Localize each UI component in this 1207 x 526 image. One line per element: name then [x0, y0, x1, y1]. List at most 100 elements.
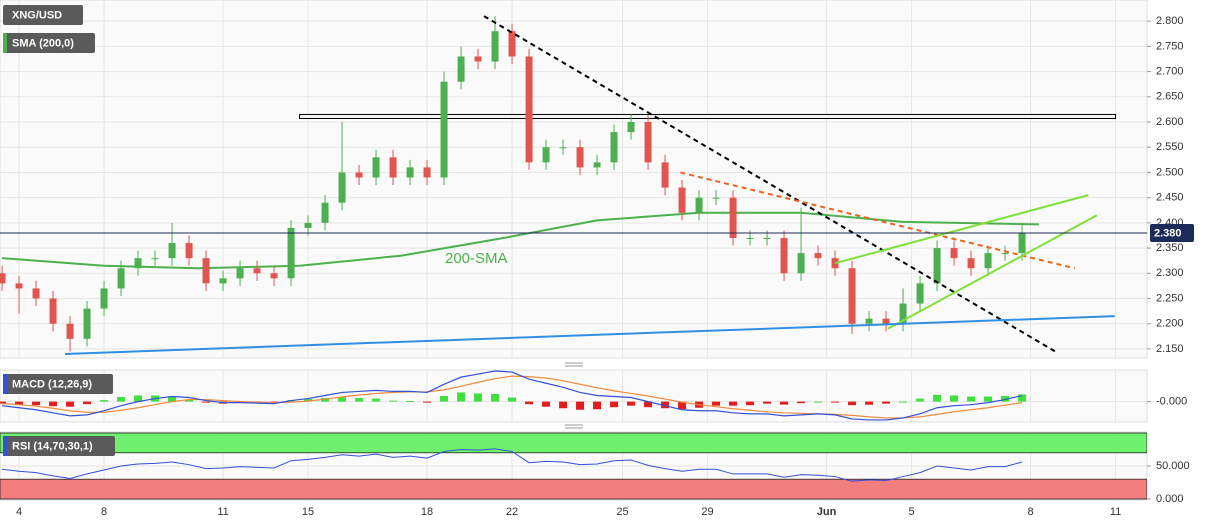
histogram-bar — [661, 401, 670, 409]
candle-body — [916, 283, 924, 304]
candle-body — [933, 248, 941, 284]
candle-body — [83, 308, 91, 339]
candle-body — [542, 147, 550, 163]
histogram-bar — [49, 401, 58, 407]
candle-body — [780, 237, 788, 274]
y-tick-label: 2.800 — [1156, 15, 1184, 27]
histogram-bar — [984, 396, 993, 402]
divider-grip[interactable] — [565, 362, 583, 429]
candle-body — [848, 268, 856, 324]
candle-body — [389, 157, 397, 178]
histogram-bar — [372, 398, 381, 402]
histogram-bar — [100, 400, 109, 402]
label-box — [3, 374, 113, 394]
candle-body — [576, 147, 584, 168]
histogram-bar — [712, 401, 721, 406]
candle-body — [151, 258, 159, 260]
panel-label: SMA (200,0) — [12, 37, 74, 49]
candle-body — [984, 253, 992, 269]
candle-body — [287, 227, 295, 279]
histogram-bar — [814, 401, 823, 403]
histogram-bar — [355, 398, 364, 402]
candle-body — [661, 162, 669, 188]
candle-body — [372, 157, 380, 178]
candle-body — [627, 122, 635, 133]
macd-line — [1, 370, 1023, 421]
label-accent — [3, 374, 7, 394]
label-box — [3, 33, 95, 53]
candle-body — [66, 323, 74, 339]
oversold-zone — [0, 478, 1147, 500]
x-tick-label: 11 — [217, 506, 228, 518]
histogram-bar — [593, 401, 602, 410]
trendline — [64, 315, 1115, 355]
candle-body — [763, 237, 771, 239]
y-tick-label: 50.000 — [1156, 460, 1190, 472]
y-tick-label: 2.350 — [1156, 242, 1184, 254]
histogram-bar — [423, 401, 432, 403]
histogram-bar — [321, 398, 330, 402]
x-tick-label: Jun — [817, 506, 837, 518]
histogram-bar — [746, 401, 755, 406]
histogram-bar — [916, 398, 925, 402]
candle-body — [814, 253, 822, 259]
trendline — [483, 15, 1056, 353]
histogram-bar — [610, 401, 619, 408]
histogram-bar — [474, 393, 483, 402]
y-tick-label: 2.300 — [1156, 267, 1184, 279]
y-tick-label: 2.650 — [1156, 91, 1184, 103]
y-tick-label: 2.550 — [1156, 141, 1184, 153]
histogram-bar — [185, 399, 194, 402]
histogram-bar — [950, 395, 959, 402]
candle-body — [712, 197, 720, 199]
candle-body — [525, 56, 533, 163]
candle-body — [967, 258, 975, 269]
candle-body — [236, 268, 244, 279]
panel-label: XNG/USD — [12, 9, 62, 21]
candle-body — [644, 122, 652, 163]
candle-body — [1001, 253, 1009, 255]
histogram-bar — [83, 401, 92, 405]
signal-line — [2, 375, 1023, 419]
x-tick-label: 29 — [701, 506, 713, 518]
candle-body — [100, 288, 108, 309]
candle-body — [593, 162, 601, 168]
candle-body — [32, 288, 40, 299]
histogram-bar — [457, 392, 466, 402]
histogram-bar — [406, 401, 415, 403]
candle-body — [695, 197, 703, 213]
overbought-zone — [0, 432, 1147, 454]
y-tick-label: 2.200 — [1156, 318, 1184, 330]
histogram-bar — [440, 396, 449, 402]
histogram-bar — [967, 396, 976, 402]
sma-annotation: 200-SMA — [445, 250, 508, 267]
trendline — [834, 194, 1089, 265]
histogram-bar — [542, 401, 551, 407]
x-tick-label: 8 — [1027, 506, 1033, 518]
histogram-bar — [882, 401, 891, 404]
sma-line — [1, 211, 1040, 270]
panel-label: RSI (14,70,30,1) — [12, 440, 93, 452]
candle-body — [202, 258, 210, 284]
rsi-line — [1, 448, 1023, 482]
trendline — [887, 214, 1098, 330]
candle-body — [406, 167, 414, 178]
histogram-bar — [644, 401, 653, 408]
histogram-bar — [780, 401, 789, 405]
candle-body — [134, 258, 142, 269]
candle-body — [253, 268, 261, 274]
histogram-bar — [0, 401, 7, 404]
candle-body — [882, 318, 890, 324]
candle-body — [899, 303, 907, 324]
x-tick-label: 18 — [421, 506, 433, 518]
y-tick-label: 2.600 — [1156, 116, 1184, 128]
candle-body — [508, 31, 516, 57]
histogram-bar — [525, 401, 534, 405]
trendline — [680, 171, 1075, 270]
candle-body — [49, 298, 57, 324]
histogram-bar — [134, 395, 143, 402]
candle-body — [338, 172, 346, 203]
candle-body — [559, 147, 567, 149]
histogram-bar — [168, 396, 177, 402]
candle-body — [491, 31, 499, 62]
